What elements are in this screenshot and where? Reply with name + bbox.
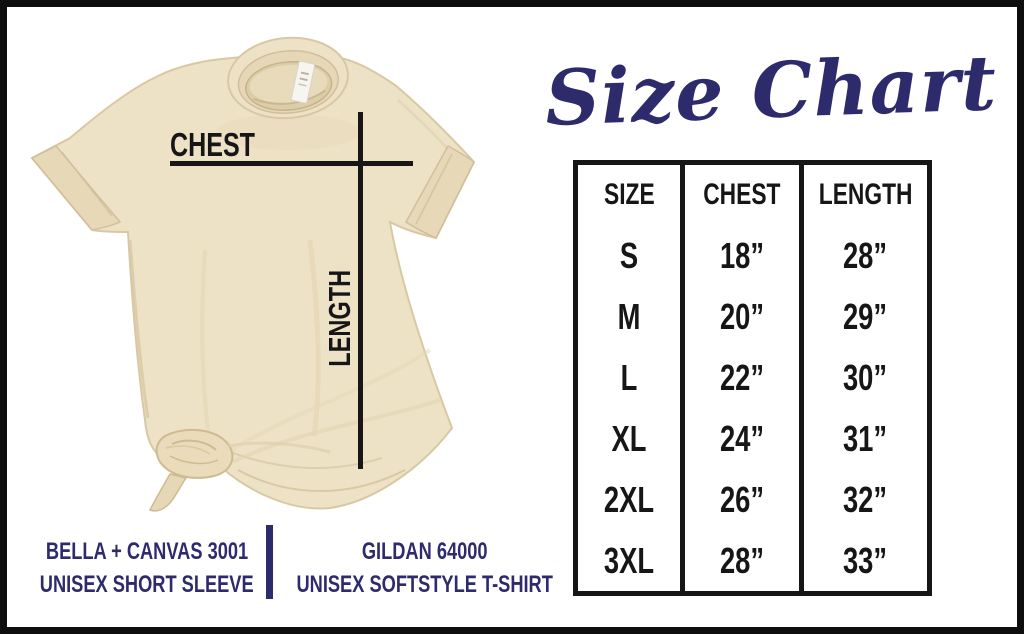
cell-text: M [617,296,641,338]
column-header-length: LENGTH [804,165,927,226]
cell-text: L [620,356,638,398]
table-column-length: LENGTH 28” 29” 30” 31” 32” 33” [798,165,927,591]
cell-text: 28” [843,235,888,277]
length-measure-line [358,112,363,469]
table-cell-length-m: 29” [804,287,927,348]
table-cell-size-s: S [578,226,680,287]
tshirt-knot [148,428,331,512]
tshirt-collar [227,36,349,120]
table-cell-size-3xl: 3XL [578,530,680,591]
table-cell-length-xl: 31” [804,408,927,469]
cell-text: 2XL [603,478,655,520]
table-cell-size-l: L [578,348,680,409]
cell-text: 32” [843,478,888,520]
chest-measure-line [170,161,413,166]
brand-left-line2-text: UNISEX SHORT SLEEVE [40,571,254,598]
cell-text: 33” [843,539,888,581]
footer-divider [266,525,273,599]
cell-text: XL [611,417,647,459]
cell-text: 30” [843,356,888,398]
table-cell-length-s: 28” [804,226,927,287]
table-cell-length-l: 30” [804,348,927,409]
length-label: LENGTH [320,258,360,378]
cell-text: 18” [719,235,764,277]
table-cell-chest-xl: 24” [685,408,799,469]
chest-label: CHEST [170,126,282,163]
table-cell-size-xl: XL [578,408,680,469]
tshirt-body [30,53,476,510]
brand-right-line1-text: GILDAN 64000 [362,538,488,565]
table-cell-size-2xl: 2XL [578,469,680,530]
cell-text: 22” [719,356,764,398]
brand-left-line1: BELLA + CANVAS 3001 [30,535,264,568]
column-header-length-text: LENGTH [818,178,913,212]
brand-right-line2-text: UNISEX SOFTSTYLE T-SHIRT [296,571,554,598]
table-column-size: SIZE S M L XL 2XL 3XL [578,165,680,591]
cell-text: 26” [719,478,764,520]
column-header-size: SIZE [578,165,680,226]
cell-text: S [619,235,639,277]
table-cell-chest-2xl: 26” [685,469,799,530]
table-cell-chest-m: 20” [685,287,799,348]
table-cell-chest-3xl: 28” [685,530,799,591]
cell-text: 31” [843,417,888,459]
table-cell-size-m: M [578,287,680,348]
brand-left-line1-text: BELLA + CANVAS 3001 [45,538,249,565]
page-title: Size Chart [543,37,999,143]
table-cell-length-2xl: 32” [804,469,927,530]
column-header-size-text: SIZE [603,178,655,212]
length-label-text: LENGTH [322,269,357,367]
table-cell-chest-l: 22” [685,348,799,409]
table-cell-chest-s: 18” [685,226,799,287]
column-header-chest: CHEST [685,165,799,226]
neck-tag [290,60,316,104]
size-chart-table: SIZE S M L XL 2XL 3XL CHEST 18” 20” 22” … [573,160,932,596]
cell-text: 20” [719,296,764,338]
column-header-chest-text: CHEST [703,178,781,212]
cell-text: 28” [719,539,764,581]
table-column-chest: CHEST 18” 20” 22” 24” 26” 28” [680,165,799,591]
cell-text: 24” [719,417,764,459]
cell-text: 29” [843,296,888,338]
brand-left-line2: UNISEX SHORT SLEEVE [30,568,264,601]
brand-right: GILDAN 64000 UNISEX SOFTSTYLE T-SHIRT [297,535,553,601]
brand-right-line1: GILDAN 64000 [297,535,553,568]
brand-right-line2: UNISEX SOFTSTYLE T-SHIRT [297,568,553,601]
chest-label-text: CHEST [170,126,256,163]
cell-text: 3XL [603,539,655,581]
table-cell-length-3xl: 33” [804,530,927,591]
brand-left: BELLA + CANVAS 3001 UNISEX SHORT SLEEVE [30,535,264,601]
